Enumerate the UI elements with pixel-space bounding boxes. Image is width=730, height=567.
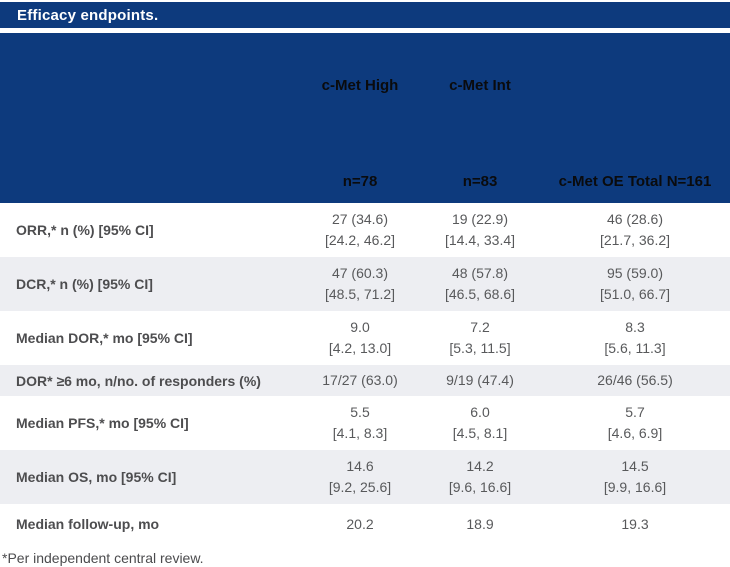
cell-value: 5.5 [350,404,370,420]
table-cell: 5.5 [4.1, 8.3] [300,402,420,444]
table-cell: 7.2 [5.3, 11.5] [420,317,540,359]
cell-ci: [14.4, 33.4] [444,232,516,248]
cell-value: 8.3 [625,319,645,335]
table-cell: 18.9 [420,514,540,535]
cell-value: 46 (28.6) [606,211,664,227]
table-cell: 14.2 [9.6, 16.6] [420,456,540,498]
cell-ci: [5.6, 11.3] [604,340,666,356]
cell-ci: [21.7, 36.2] [599,232,671,248]
cell-value: 26/46 (56.5) [597,372,673,388]
row-label: Median PFS,* mo [95% CI] [16,415,189,431]
cell-value: 95 (59.0) [606,265,664,281]
row-label: ORR,* n (%) [95% CI] [16,222,154,238]
table-cell: 14.6 [9.2, 25.6] [300,456,420,498]
page-title: Efficacy endpoints. [17,6,159,24]
cell-ci: [46.5, 68.6] [444,286,516,302]
cell-value: 9.0 [350,319,370,335]
footnote: *Per independent central review. [2,550,204,566]
column-header-cmet-oe-total: c-Met OE Total N=161 [558,173,712,190]
table-cell: 27 (34.6) [24.2, 46.2] [300,209,420,251]
cell-ci: [48.5, 71.2] [324,286,396,302]
cell-value: 9/19 (47.4) [446,372,514,388]
table-cell: 6.0 [4.5, 8.1] [420,402,540,444]
table-cell: 95 (59.0) [51.0, 66.7] [540,263,730,305]
table-cell: 19.3 [540,514,730,535]
table-cell: 48 (57.8) [46.5, 68.6] [420,263,540,305]
table-row-dor-6mo: DOR* ≥6 mo, n/no. of responders (%) 17/2… [0,365,730,396]
cell-value: 48 (57.8) [451,265,509,281]
table-cell: 47 (60.3) [48.5, 71.2] [300,263,420,305]
cell-value: 6.0 [470,404,490,420]
cell-value: 14.5 [621,458,649,474]
cell-ci: [9.6, 16.6] [448,479,512,495]
table-row-median-pfs: Median PFS,* mo [95% CI] 5.5 [4.1, 8.3] … [0,396,730,450]
column-subheader-n78: n=78 [342,173,378,190]
cell-value: 27 (34.6) [331,211,389,227]
cell-ci: [4.2, 13.0] [328,340,392,356]
cell-value: 19.3 [621,515,649,532]
table-row-median-os: Median OS, mo [95% CI] 14.6 [9.2, 25.6] … [0,450,730,504]
table-cell: 19 (22.9) [14.4, 33.4] [420,209,540,251]
cell-value: 14.2 [466,458,494,474]
table-cell: 20.2 [300,514,420,535]
table-cell: 9.0 [4.2, 13.0] [300,317,420,359]
cell-value: 18.9 [466,515,494,532]
efficacy-table-body: ORR,* n (%) [95% CI] 27 (34.6) [24.2, 46… [0,203,730,544]
row-label: DOR* ≥6 mo, n/no. of responders (%) [16,372,261,389]
table-row-dcr: DCR,* n (%) [95% CI] 47 (60.3) [48.5, 71… [0,257,730,311]
cell-value: 14.6 [346,458,374,474]
table-cell: 5.7 [4.6, 6.9] [540,402,730,444]
table-cell: 8.3 [5.6, 11.3] [540,317,730,359]
cell-ci: [24.2, 46.2] [324,232,396,248]
table-cell: 46 (28.6) [21.7, 36.2] [540,209,730,251]
cell-value: 19 (22.9) [451,211,509,227]
table-row-median-dor: Median DOR,* mo [95% CI] 9.0 [4.2, 13.0]… [0,311,730,365]
table-row-median-followup: Median follow-up, mo 20.2 18.9 19.3 [0,504,730,544]
cell-value: 17/27 (63.0) [322,372,398,388]
column-subheader-n83: n=83 [462,173,498,190]
table-cell: 14.5 [9.9, 16.6] [540,456,730,498]
table-cell: 17/27 (63.0) [300,370,420,391]
header-sub-row: n=78 n=83 c-Met OE Total N=161 [0,173,730,191]
row-label: DCR,* n (%) [95% CI] [16,276,153,292]
table-row-orr: ORR,* n (%) [95% CI] 27 (34.6) [24.2, 46… [0,203,730,257]
cell-value: 7.2 [470,319,490,335]
cell-value: 47 (60.3) [331,265,389,281]
table-cell: 9/19 (47.4) [420,370,540,391]
table-header: c-Met High c-Met Int n=78 n=83 c-Met OE … [0,33,730,203]
row-label: Median DOR,* mo [95% CI] [16,330,193,346]
row-label: Median OS, mo [95% CI] [16,469,177,485]
title-bar: Efficacy endpoints. [0,2,730,28]
cell-ci: [51.0, 66.7] [599,286,671,302]
header-group-row: c-Met High c-Met Int [0,77,730,95]
cell-ci: [4.1, 8.3] [332,425,388,441]
column-header-cmet-high: c-Met High [321,77,399,94]
cell-value: 5.7 [625,404,645,420]
cell-ci: [4.6, 6.9] [607,425,663,441]
table-cell: 26/46 (56.5) [540,370,730,391]
cell-ci: [9.9, 16.6] [603,479,667,495]
cell-ci: [4.5, 8.1] [452,425,508,441]
cell-ci: [5.3, 11.5] [449,340,511,356]
column-header-cmet-int: c-Met Int [449,77,511,94]
cell-value: 20.2 [346,515,374,532]
row-label: Median follow-up, mo [16,516,160,532]
cell-ci: [9.2, 25.6] [328,479,392,495]
